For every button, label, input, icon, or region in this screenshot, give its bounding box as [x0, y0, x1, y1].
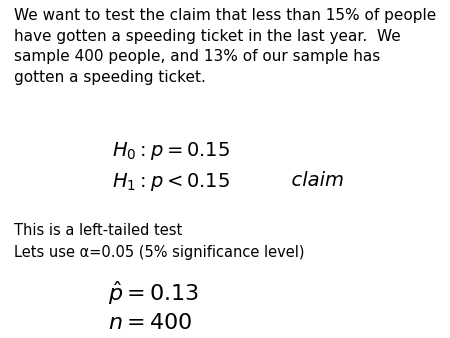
Text: $n = 400$: $n = 400$	[108, 313, 193, 333]
Text: Lets use α=0.05 (5% significance level): Lets use α=0.05 (5% significance level)	[14, 245, 304, 260]
Text: claim: claim	[279, 171, 344, 190]
Text: This is a left-tailed test: This is a left-tailed test	[14, 223, 182, 238]
Text: $\hat{p} = 0.13$: $\hat{p} = 0.13$	[108, 279, 199, 307]
Text: $H_1 : p < 0.15$: $H_1 : p < 0.15$	[112, 171, 231, 193]
Text: We want to test the claim that less than 15% of people
have gotten a speeding ti: We want to test the claim that less than…	[14, 8, 436, 84]
Text: $H_0 : p = 0.15$: $H_0 : p = 0.15$	[112, 140, 231, 162]
